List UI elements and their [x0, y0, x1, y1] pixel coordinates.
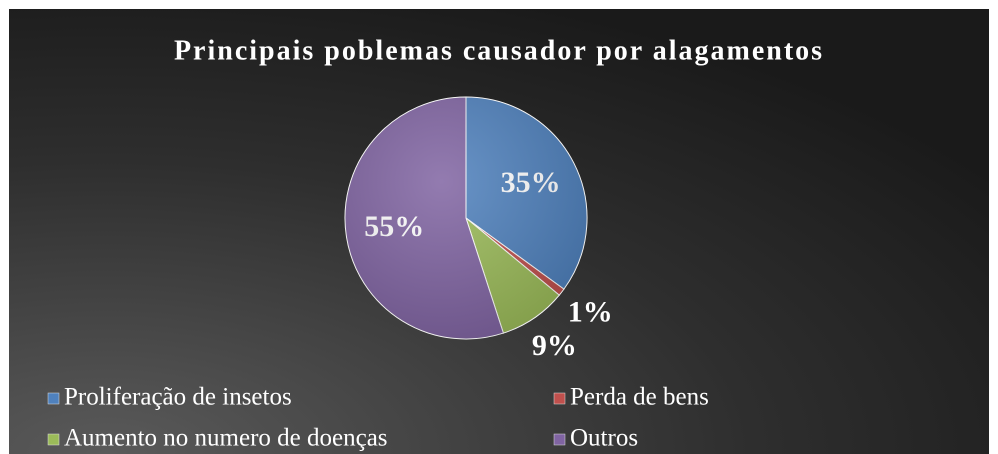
data-label: 9% — [532, 329, 577, 362]
legend-swatch — [553, 392, 566, 405]
legend-swatch — [553, 433, 566, 446]
legend-swatch — [47, 392, 60, 405]
legend-swatch — [47, 433, 60, 446]
legend-label: Perda de bens — [570, 384, 709, 411]
data-label: 1% — [568, 295, 613, 328]
legend-label: Proliferação de insetos — [64, 384, 292, 411]
data-label: 35% — [501, 166, 561, 199]
data-label: 55% — [364, 210, 424, 243]
chart-title: Principais poblemas causador por alagame… — [174, 35, 824, 66]
legend-label: Aumento no numero de doenças — [64, 425, 388, 452]
legend-label: Outros — [570, 425, 638, 452]
